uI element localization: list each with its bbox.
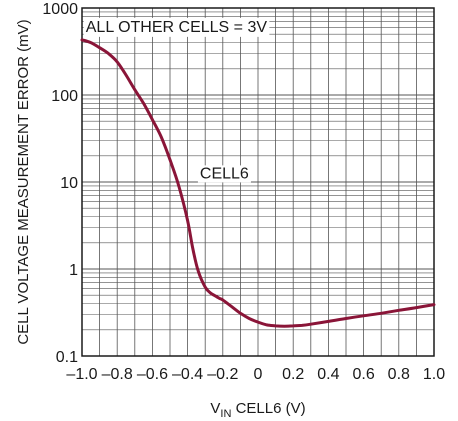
annotation-all-other-cells: ALL OTHER CELLS = 3V: [86, 19, 268, 36]
x-tick-label: –0.2: [207, 366, 238, 383]
x-tick-label: 0.2: [282, 366, 304, 383]
x-tick-label: 0.8: [388, 366, 410, 383]
x-tick-label: 1.0: [423, 366, 445, 383]
y-tick-labels: 0.1 1 10 100 1000: [42, 1, 78, 366]
y-axis-title: CELL VOLTAGE MEASUREMENT ERROR (mV): [15, 19, 32, 344]
y-tick-label: 100: [51, 88, 78, 105]
x-tick-labels: –1.0 –0.8 –0.6 –0.4 –0.2 0 0.2 0.4 0.6 0.8 1.0: [66, 366, 445, 383]
x-axis-title: VIN CELL6 (V): [210, 400, 305, 420]
x-tick-label: 0.6: [352, 366, 374, 383]
x-tick-label: 0.4: [317, 366, 339, 383]
y-tick-label: 1000: [42, 1, 78, 18]
x-axis-title-rest: CELL6 (V): [231, 400, 305, 417]
grid: [82, 8, 434, 356]
x-tick-label: –1.0: [66, 366, 97, 383]
y-tick-label: 0.1: [56, 349, 78, 366]
x-axis-title-main: V: [210, 400, 220, 417]
y-tick-label: 1: [69, 262, 78, 279]
x-tick-label: 0: [254, 366, 263, 383]
y-tick-label: 10: [60, 175, 78, 192]
x-tick-label: –0.6: [137, 366, 168, 383]
x-tick-label: –0.8: [102, 366, 133, 383]
x-axis-title-subscript: IN: [220, 408, 231, 420]
curve-label-cell6: CELL6: [200, 165, 249, 182]
x-tick-label: –0.4: [172, 366, 203, 383]
